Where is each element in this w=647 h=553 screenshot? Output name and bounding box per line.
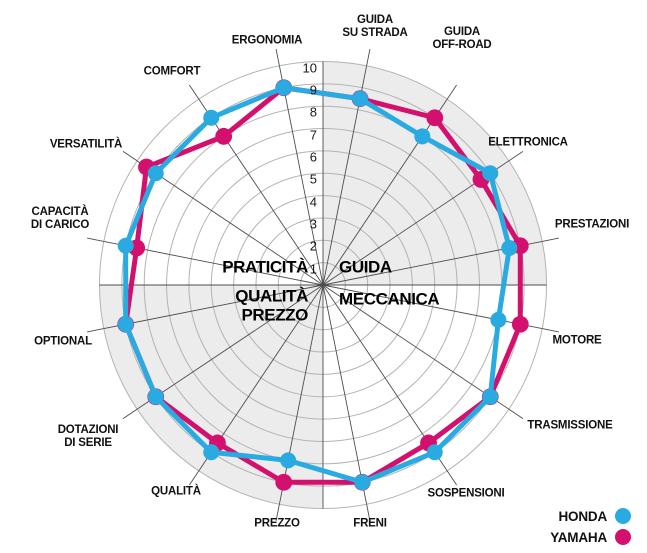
label-leader-line: [446, 84, 457, 100]
legend-color-dot: [615, 529, 631, 545]
scale-tick: 3: [309, 216, 317, 232]
axis-line: [322, 284, 368, 505]
label-leader-line: [508, 408, 524, 419]
category-label: VERSATILITÀ: [49, 138, 123, 151]
honda-data-point: [147, 165, 164, 182]
legend-color-dot: [615, 508, 631, 524]
honda-data-point: [275, 79, 292, 96]
honda-data-point: [147, 388, 164, 405]
scale-tick: 4: [309, 194, 317, 210]
category-label: QUALITÀ: [151, 485, 201, 498]
quadrant-label: MECCANICA: [339, 289, 440, 309]
category-label: MOTORE: [552, 334, 602, 347]
category-label: COMFORT: [143, 65, 201, 78]
honda-data-point: [203, 444, 220, 461]
legend-label: YAMAHA: [550, 529, 607, 545]
quadrant-label: QUALITÀ PREZZO: [235, 286, 308, 324]
label-leader-line: [446, 470, 457, 486]
legend: HONDA YAMAHA: [550, 503, 631, 545]
category-label: PRESTAZIONI: [554, 218, 630, 231]
legend-item-yamaha: YAMAHA: [550, 529, 631, 545]
honda-data-point: [280, 452, 297, 469]
yamaha-data-point: [215, 127, 233, 145]
category-label: FRENI: [353, 517, 387, 530]
yamaha-data-point: [511, 315, 529, 333]
category-label: CAPACITÀ DI CARICO: [30, 206, 90, 231]
scale-tick: 2: [309, 238, 317, 254]
axis-line: [136, 284, 324, 410]
axis-line: [278, 65, 324, 286]
legend-item-honda: HONDA: [550, 508, 631, 524]
label-leader-line: [87, 328, 104, 333]
label-leader-line: [508, 151, 524, 162]
scale-tick: 1: [309, 261, 317, 277]
category-label: ELETTRONICA: [488, 136, 568, 149]
honda-data-point: [117, 237, 134, 254]
yamaha-data-point: [275, 473, 293, 491]
honda-data-point: [414, 128, 431, 145]
scale-tick: 5: [309, 171, 317, 187]
label-leader-line: [366, 49, 371, 66]
honda-data-point: [352, 90, 369, 107]
label-leader-line: [275, 49, 280, 66]
label-leader-line: [542, 328, 559, 333]
scale-tick: 6: [309, 149, 317, 165]
scale-tick: 7: [309, 127, 317, 143]
label-leader-line: [366, 504, 371, 521]
quadrant-label: GUIDA: [339, 257, 392, 277]
shaded-quadrant-top-right: [323, 61, 547, 285]
category-label: OPTIONAL: [34, 335, 92, 348]
category-label: TRASMISSIONE: [527, 419, 613, 432]
label-leader-line: [189, 84, 200, 100]
label-leader-line: [189, 470, 200, 486]
category-label: PREZZO: [254, 517, 300, 530]
quadrant-label: PRATICITÀ: [222, 257, 308, 277]
honda-data-point: [482, 165, 499, 182]
axis-line: [322, 284, 510, 410]
label-leader-line: [122, 408, 138, 419]
scale-tick: 8: [309, 104, 317, 120]
honda-data-point: [501, 239, 518, 256]
shaded-quadrant-bottom-left: [99, 285, 323, 509]
category-label: ERGONOMIA: [231, 34, 303, 47]
honda-data-point: [426, 444, 443, 461]
category-label: GUIDA OFF-ROAD: [432, 26, 492, 51]
honda-data-point: [117, 316, 134, 333]
scale-tick: 9: [309, 82, 317, 98]
scale-tick: 10: [302, 60, 317, 75]
label-leader-line: [542, 237, 559, 242]
category-label: SOSPENSIONI: [427, 487, 505, 500]
yamaha-data-point: [426, 109, 444, 127]
axis-line: [136, 160, 324, 286]
label-leader-line: [275, 504, 280, 521]
label-leader-line: [122, 151, 138, 162]
honda-data-point: [203, 109, 220, 126]
legend-label: HONDA: [558, 508, 608, 524]
honda-data-point: [482, 388, 499, 405]
category-label: DOTAZIONI DI SERIE: [57, 424, 119, 449]
axis-line: [103, 284, 324, 330]
category-label: GUIDA SU STRADA: [342, 14, 408, 39]
honda-data-point: [354, 474, 371, 491]
honda-data-point: [490, 311, 507, 328]
label-leader-line: [87, 237, 104, 242]
